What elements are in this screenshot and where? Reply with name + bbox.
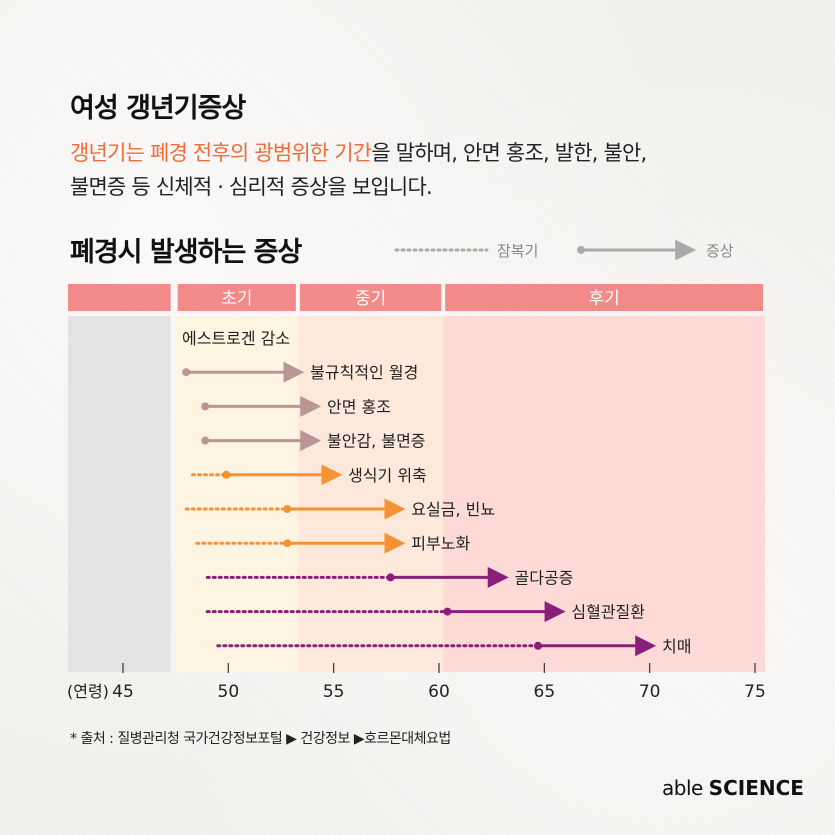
stage-label-2: 중기 (355, 289, 386, 309)
legend-symptom-label: 증상 (706, 242, 734, 260)
stage-label-3: 후기 (588, 289, 619, 309)
intro-text: 갱년기는 폐경 전후의 광범위한 기간을 말하며, 안면 홍조, 발한, 불안,… (70, 136, 790, 204)
logo-brand: SCIENCE (708, 776, 804, 800)
page-title: 여성 갱년기증상 (70, 93, 246, 124)
symptom-label-1: 불규칙적인 월경 (310, 363, 418, 382)
x-tick-label-6: 75 (744, 682, 766, 702)
symptom-label-4: 생식기 위축 (348, 466, 427, 485)
pre-stage-header (68, 284, 171, 311)
symptom-onset-dot-9 (534, 641, 543, 650)
legend-latent-label: 잠복기 (497, 242, 539, 260)
stage-background-1 (175, 316, 298, 672)
symptom-onset-dot-5 (283, 505, 292, 513)
symptom-onset-dot-6 (283, 539, 292, 548)
x-tick-label-0: 45 (112, 682, 134, 702)
chart-title: 폐경시 발생하는 증상 (70, 237, 302, 268)
x-tick-label-2: 55 (323, 682, 345, 702)
x-axis-label: (연령) (67, 682, 109, 701)
stage-header-3 (445, 284, 763, 311)
symptom-onset-dot-3 (201, 436, 210, 445)
intro-line1-rest: 을 말하며, 안면 홍조, 발한, 불안, (371, 141, 647, 165)
intro-highlight: 갱년기는 폐경 전후의 광범위한 기간 (70, 141, 372, 165)
symptom-label-7: 골다공증 (515, 568, 574, 587)
symptom-onset-dot-7 (386, 573, 395, 582)
symptom-onset-dot-8 (443, 607, 452, 616)
stage-header-1 (177, 284, 296, 311)
symptom-label-3: 불안감, 불면증 (327, 432, 426, 451)
x-tick-label-4: 65 (534, 682, 556, 702)
stage-label-1: 초기 (221, 289, 252, 309)
x-tick-label-1: 50 (218, 682, 240, 702)
x-tick-label-3: 60 (428, 682, 450, 702)
symptom-label-8: 심혈관질환 (571, 603, 645, 622)
symptom-label-5: 요실금, 빈뇨 (411, 500, 495, 519)
symptom-onset-dot-2 (201, 402, 210, 411)
pre-stage-background (68, 316, 171, 672)
intro-line2: 불면증 등 신체적 · 심리적 증상을 보입니다. (70, 175, 433, 199)
source-note: * 출처 : 질병관리청 국가건강정보포털 ▶ 건강정보 ▶호르몬대체요법 (70, 731, 451, 747)
logo-prefix: able (662, 776, 703, 800)
symptom-label-6: 피부노화 (411, 534, 470, 553)
x-tick-label-5: 70 (639, 682, 661, 702)
symptom-onset-dot-4 (222, 470, 231, 479)
symptom-label-2: 안면 홍조 (327, 397, 391, 416)
symptom-onset-dot-1 (182, 368, 191, 377)
able-science-logo: able SCIENCE (662, 776, 804, 800)
stage-header-2 (299, 284, 442, 311)
symptom-label-0: 에스트로겐 감소 (182, 329, 290, 348)
symptom-label-9: 치매 (662, 637, 691, 656)
